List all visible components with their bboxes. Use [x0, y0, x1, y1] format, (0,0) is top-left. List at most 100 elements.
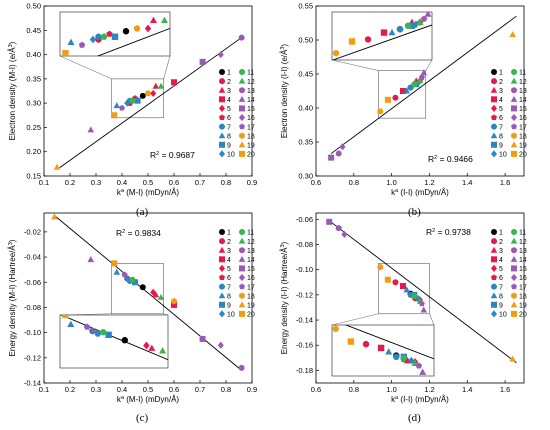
legend-marker-5 — [491, 104, 497, 112]
legend-label-8: 8 — [227, 293, 231, 300]
inset — [331, 324, 435, 377]
legend-marker-8 — [218, 132, 226, 139]
legend-label-5: 5 — [499, 266, 503, 273]
legend-label-16: 16 — [519, 115, 527, 122]
fit-line — [59, 37, 242, 169]
legend-label-11: 11 — [519, 230, 526, 237]
zoom-connector — [429, 313, 435, 326]
data-point-10 — [124, 99, 131, 107]
data-point-4 — [171, 301, 177, 308]
legend-label-4: 4 — [499, 97, 503, 104]
inset-point-20 — [347, 338, 355, 345]
r-squared-annotation: R2 = 0.9834 — [116, 228, 161, 238]
x-tick-label: 0.6 — [311, 385, 321, 394]
inset-point-10 — [412, 20, 420, 29]
legend-marker-11 — [511, 69, 517, 75]
y-tick-label: 0.15 — [26, 172, 41, 181]
legend-marker-9 — [491, 301, 497, 308]
data-point-19 — [53, 163, 61, 170]
legend-marker-19 — [510, 301, 518, 308]
inset-point-1 — [122, 28, 130, 35]
inset-fit-line — [344, 325, 434, 360]
y-tick-label: 0.45 — [298, 70, 313, 79]
legend-label-14: 14 — [519, 97, 527, 104]
legend-marker-5 — [219, 264, 225, 272]
data-point-11 — [129, 276, 136, 283]
r-squared-annotation: R2 = 0.9466 — [428, 154, 473, 164]
inset-point-2 — [362, 340, 370, 348]
data-point-8 — [403, 87, 411, 94]
zoom-region — [111, 263, 164, 315]
x-tick-label: 0.5 — [143, 385, 153, 394]
legend-label-12: 12 — [247, 239, 255, 246]
y-tick-label: 0.55 — [298, 2, 313, 11]
legend-label-3: 3 — [227, 88, 231, 95]
legend-label-2: 2 — [227, 239, 231, 246]
legend-marker-11 — [511, 229, 517, 235]
x-axis-label: ka (M-I) (mDyn/Å) — [117, 188, 180, 197]
y-tick-label: -0.10 — [296, 265, 313, 274]
legend-marker-5 — [491, 264, 497, 272]
x-tick-label: 0.1 — [39, 385, 49, 394]
legend-label-10: 10 — [227, 312, 235, 319]
panel-letter-d: (d) — [408, 412, 421, 424]
x-tick-label: 0.8 — [349, 385, 359, 394]
data-point-11 — [129, 97, 136, 104]
legend-marker-4 — [491, 96, 497, 103]
legend-marker-10 — [491, 310, 497, 318]
x-tick-label: 1.4 — [462, 385, 472, 394]
legend-label-16: 16 — [247, 275, 255, 282]
data-point-20 — [111, 112, 118, 119]
legend-marker-13 — [239, 87, 245, 94]
zoom-connector — [163, 55, 171, 79]
legend-marker-6 — [219, 114, 225, 121]
x-tick-label: 0.6 — [311, 178, 321, 187]
legend-label-3: 3 — [227, 248, 231, 255]
inset-point-17 — [415, 362, 423, 369]
data-point-12 — [157, 293, 165, 300]
legend-marker-14 — [238, 255, 246, 262]
data-point-14 — [87, 126, 95, 133]
legend-marker-11 — [239, 229, 245, 235]
legend-marker-2 — [491, 238, 497, 245]
x-tick-label: 0.6 — [169, 385, 179, 394]
legend-marker-1 — [491, 69, 497, 75]
x-tick-label: 0.8 — [349, 178, 359, 187]
legend-marker-1 — [219, 69, 225, 75]
data-point-16 — [339, 143, 346, 151]
x-tick-label: 0.9 — [247, 385, 257, 394]
data-point-11 — [411, 293, 418, 300]
inset-point-12 — [159, 347, 167, 354]
legend-marker-17 — [239, 283, 245, 290]
inset-point-12 — [416, 18, 424, 26]
legend-marker-15 — [511, 265, 517, 272]
legend-marker-19 — [510, 141, 518, 148]
legend-label-1: 1 — [227, 70, 231, 77]
legend-label-6: 6 — [499, 115, 503, 122]
legend-marker-14 — [510, 95, 518, 102]
data-point-9 — [132, 279, 138, 286]
panel-letter-b: (b) — [408, 206, 421, 218]
legend-marker-17 — [511, 123, 517, 130]
inset-point-18 — [332, 325, 339, 333]
x-tick-label: 1.6 — [500, 385, 510, 394]
legend-label-5: 5 — [227, 266, 231, 273]
legend-label-9: 9 — [499, 143, 503, 150]
data-point-11 — [411, 81, 418, 88]
legend-marker-1 — [219, 229, 225, 235]
legend-label-10: 10 — [227, 152, 235, 159]
data-point-4 — [171, 79, 177, 86]
panel-a: 0.1 0.2 0.3 0.4 0.5 0.6 0.7 0.8 0.9 0.15 0.20 0.25 0… — [8, 2, 257, 198]
inset-point-9 — [105, 331, 112, 339]
inset-content — [62, 16, 170, 56]
inset-point-4 — [377, 344, 385, 352]
inset-point-20 — [348, 38, 356, 45]
data-point-13 — [238, 364, 245, 371]
legend-marker-3 — [490, 86, 498, 93]
legend-label-3: 3 — [499, 88, 503, 95]
legend-marker-15 — [239, 105, 245, 112]
x-axis-label: ka (I-I) (mDyn/Å) — [391, 188, 449, 197]
inset-point-3 — [149, 16, 158, 23]
